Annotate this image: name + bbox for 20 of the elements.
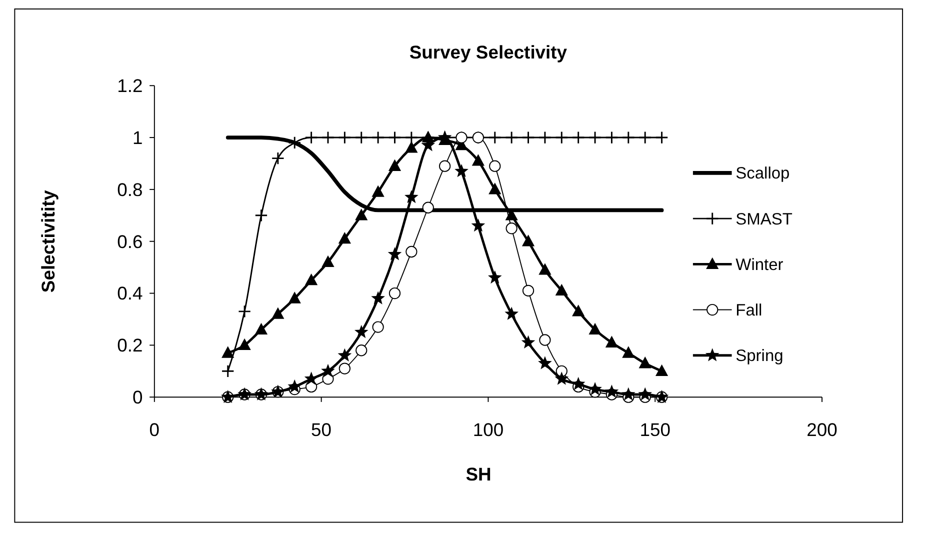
y-tick-label: 0.4 <box>117 282 143 304</box>
y-tick-label: 1 <box>132 126 143 148</box>
x-tick-label: 50 <box>311 418 332 440</box>
x-tick-label: 150 <box>640 418 670 440</box>
x-tick-label: 0 <box>149 418 160 440</box>
y-tick-label: 1.2 <box>117 75 143 96</box>
x-tick-label: 100 <box>472 418 504 440</box>
legend-label: Spring <box>736 347 784 366</box>
y-axis-title: Selectivitity <box>37 189 58 293</box>
legend-label: Fall <box>736 302 762 320</box>
legend-label: SMAST <box>736 210 792 228</box>
x-tick-label: 200 <box>806 418 838 440</box>
legend-label: Scallop <box>736 164 790 183</box>
y-tick-label: 0.2 <box>117 334 143 356</box>
x-axis-title: SH <box>466 464 492 485</box>
legend-label: Winter <box>736 256 784 274</box>
y-tick-label: 0.8 <box>117 178 143 200</box>
chart-title: Survey Selectivity <box>409 41 568 62</box>
y-tick-label: 0.6 <box>117 230 143 252</box>
y-tick-label: 0 <box>132 386 143 408</box>
